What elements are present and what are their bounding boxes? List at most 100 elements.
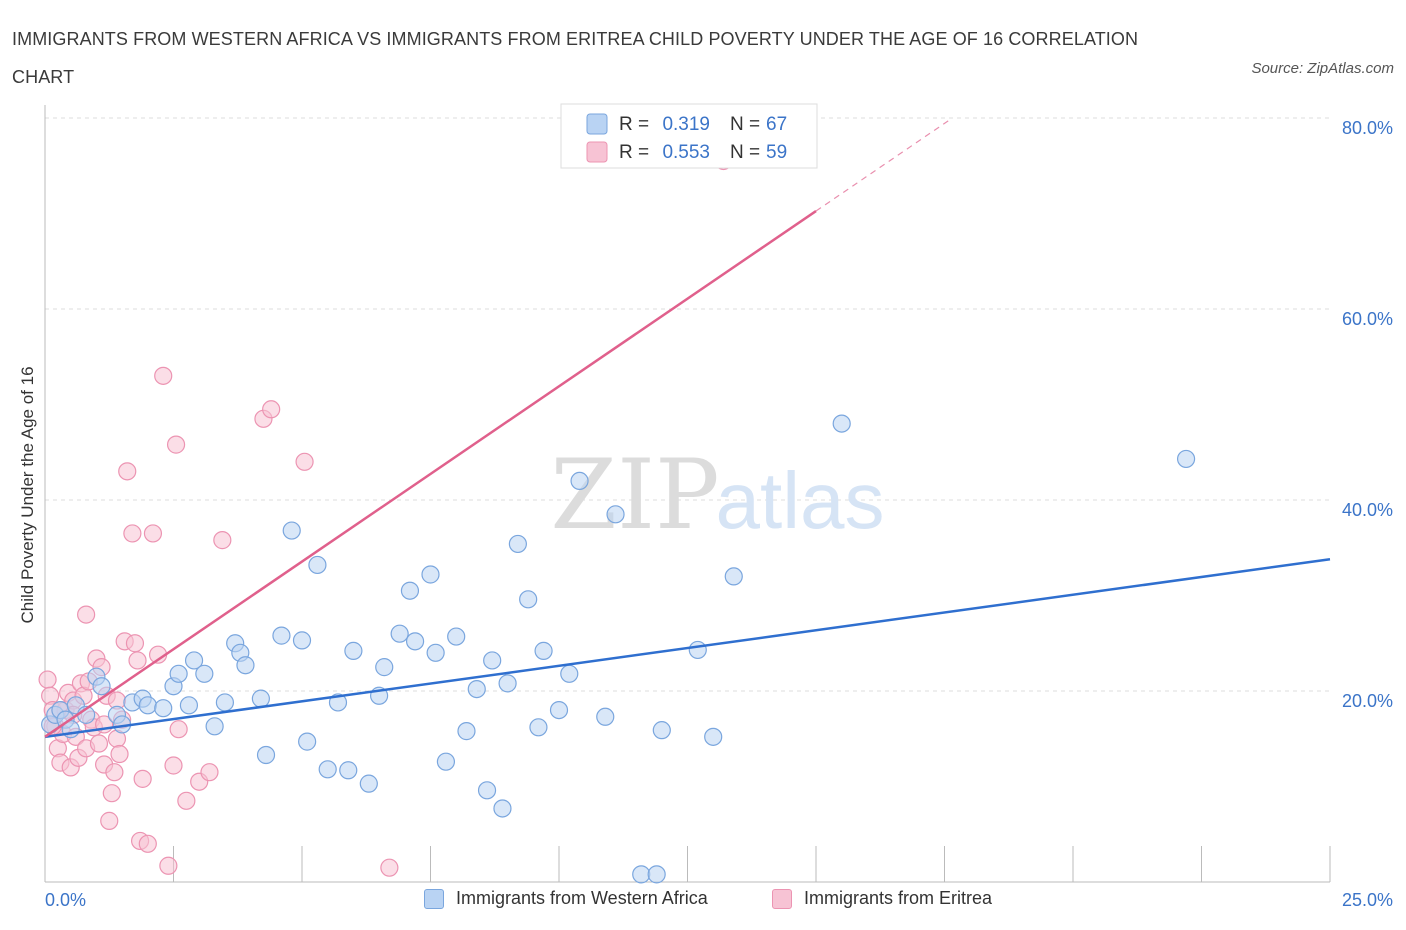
data-point	[128, 651, 147, 670]
data-point	[166, 435, 186, 454]
data-point	[215, 693, 234, 712]
trend-line	[44, 210, 817, 738]
stats-legend: R = 0.319 N = 67 R = 0.553 N = 59	[560, 103, 818, 169]
data-point	[92, 677, 111, 696]
y-tick-labels: 20.0% 40.0% 60.0% 80.0%	[1342, 118, 1393, 711]
data-point	[77, 605, 96, 624]
data-point	[390, 624, 409, 643]
data-point	[724, 567, 743, 586]
watermark: ZIP atlas	[550, 439, 884, 551]
data-point	[421, 565, 440, 584]
legend-label-eritrea: Immigrants from Eritrea	[804, 888, 993, 908]
data-point	[339, 761, 358, 780]
data-point	[177, 791, 196, 810]
data-point	[179, 696, 199, 715]
data-point	[467, 679, 486, 699]
legend-r-value-1: 0.319	[662, 114, 710, 135]
data-point	[508, 534, 527, 554]
data-point	[436, 752, 456, 771]
data-point	[143, 524, 163, 543]
data-point	[308, 555, 327, 575]
data-point	[318, 760, 337, 779]
data-point	[483, 651, 502, 670]
data-point	[251, 689, 270, 708]
trend-line-extension	[815, 119, 950, 212]
data-point	[195, 664, 214, 683]
data-point	[164, 756, 183, 775]
data-point	[1176, 449, 1196, 469]
trend-line	[44, 557, 1331, 739]
data-point	[375, 658, 394, 677]
data-point	[570, 471, 589, 490]
legend-n-value-1: 67	[766, 114, 787, 135]
data-point	[298, 732, 317, 751]
data-point	[236, 656, 255, 675]
data-point	[534, 641, 553, 660]
legend-item-eritrea[interactable]: Immigrants from Eritrea	[772, 888, 992, 909]
data-point	[457, 722, 476, 741]
data-point	[493, 799, 512, 818]
data-point	[110, 744, 129, 764]
data-point	[100, 811, 119, 830]
data-point	[359, 774, 378, 793]
legend-swatch-eritrea	[772, 888, 792, 909]
data-point	[560, 664, 579, 683]
y-tick-label: 80.0%	[1342, 118, 1393, 138]
watermark-zip: ZIP	[550, 439, 719, 551]
data-point	[102, 784, 121, 803]
chart-title: IMMIGRANTS FROM WESTERN AFRICA VS IMMIGR…	[12, 29, 1139, 87]
data-point	[205, 717, 224, 736]
legend-n-label-1: N =	[730, 114, 760, 135]
y-tick-label: 60.0%	[1342, 309, 1393, 329]
data-point	[549, 700, 569, 720]
data-point	[256, 745, 276, 765]
legend-n-label-2: N =	[730, 142, 760, 163]
data-point	[282, 521, 301, 540]
data-point	[154, 699, 173, 718]
legend-n-value-2: 59	[766, 142, 787, 163]
y-tick-label: 40.0%	[1342, 500, 1393, 520]
data-point	[498, 674, 517, 693]
data-point	[272, 626, 291, 645]
data-point	[447, 627, 466, 646]
legend-r-label-1: R =	[619, 114, 649, 135]
data-point	[213, 531, 232, 550]
data-point	[184, 651, 204, 670]
data-point	[519, 590, 538, 609]
data-point	[169, 720, 188, 739]
data-point	[105, 763, 124, 782]
legend-swatch-western-africa	[424, 888, 444, 909]
data-point	[688, 640, 707, 660]
data-point	[138, 834, 157, 853]
series-legend: Immigrants from Western Africa Immigrant…	[0, 888, 1406, 918]
source-label: Source: ZipAtlas.com	[1251, 60, 1394, 77]
data-point	[647, 865, 666, 884]
legend-r-value-2: 0.553	[662, 142, 710, 163]
data-point	[632, 865, 651, 884]
data-point	[328, 693, 348, 712]
data-point	[405, 632, 425, 651]
legend-swatch-pink	[586, 141, 608, 163]
data-point	[133, 769, 152, 788]
data-point	[123, 524, 142, 543]
data-point	[89, 734, 109, 753]
data-point	[832, 414, 851, 433]
data-point	[652, 721, 671, 740]
watermark-atlas: atlas	[716, 456, 885, 545]
data-point	[200, 763, 219, 782]
x-tick-label-min: 0.0%	[45, 890, 87, 910]
data-point	[154, 366, 173, 385]
data-point	[596, 707, 615, 726]
series-western-africa-points	[41, 414, 1196, 884]
data-point	[295, 452, 314, 471]
data-point	[426, 643, 445, 662]
legend-r-label-2: R =	[619, 142, 649, 163]
data-point	[292, 631, 312, 650]
data-point	[159, 856, 178, 875]
data-point	[169, 664, 188, 683]
legend-item-western-africa[interactable]: Immigrants from Western Africa	[424, 888, 708, 909]
x-tick-label-max: 25.0%	[1341, 890, 1393, 910]
data-point	[400, 581, 420, 600]
data-point	[118, 462, 137, 481]
